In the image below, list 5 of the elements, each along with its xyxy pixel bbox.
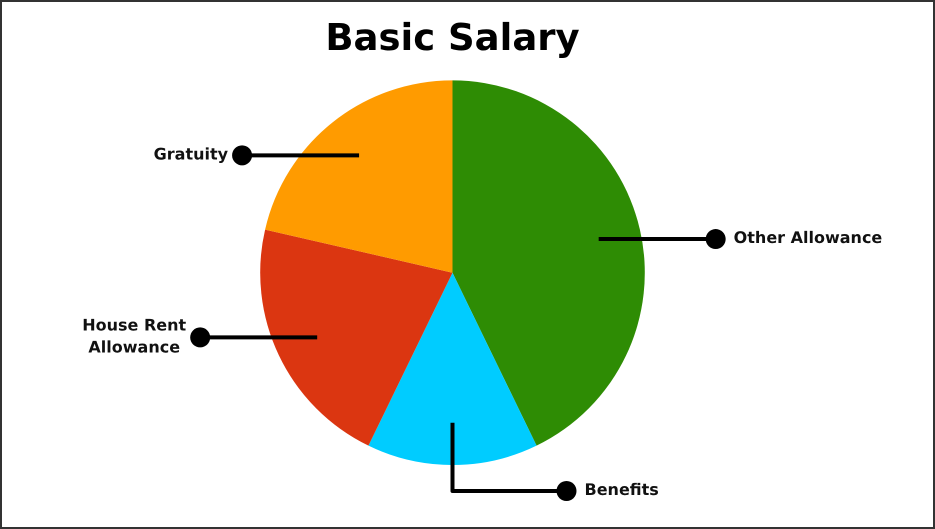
slice-label: Benefits: [584, 480, 659, 500]
slice-label: Other Allowance: [734, 228, 882, 248]
slice-label: House Rent Allowance: [82, 316, 187, 357]
chart-title: Basic Salary: [325, 16, 580, 59]
slice-label: Gratuity: [154, 144, 229, 164]
